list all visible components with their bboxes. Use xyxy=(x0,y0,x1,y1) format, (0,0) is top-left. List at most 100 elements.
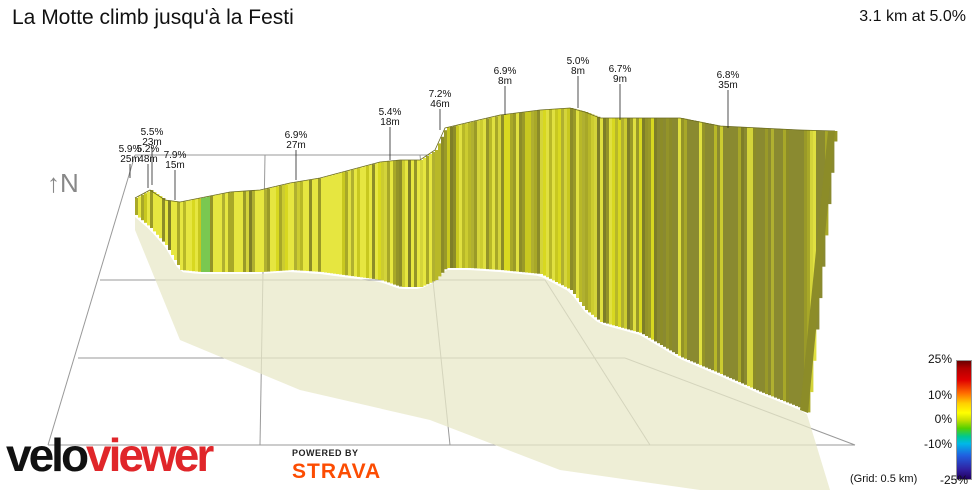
profile-strip xyxy=(441,136,445,273)
profile-strip xyxy=(405,160,409,287)
segment-length-label: 48m xyxy=(138,154,157,165)
profile-strip xyxy=(453,126,457,268)
profile-strip xyxy=(558,108,562,284)
profile-strip xyxy=(540,110,544,274)
profile-strip xyxy=(345,171,349,276)
profile-strip xyxy=(813,130,817,361)
profile-strip xyxy=(660,118,664,345)
profile-strip xyxy=(810,130,814,393)
profile-strip xyxy=(714,124,718,372)
profile-strip xyxy=(168,200,172,250)
profile-strip xyxy=(519,112,523,272)
profile-strip xyxy=(681,118,685,358)
profile-strip xyxy=(165,200,169,245)
profile-strip xyxy=(348,170,352,276)
profile-strip xyxy=(693,120,697,363)
profile-strip xyxy=(135,198,139,215)
profile-strip xyxy=(312,179,316,272)
profile-strip xyxy=(411,160,415,287)
profile-strip xyxy=(564,108,568,287)
segment-callout: 6.7%9m xyxy=(609,64,632,120)
profile-strip xyxy=(177,201,181,265)
profile-strip xyxy=(621,118,625,328)
profile-strip xyxy=(792,129,796,405)
profile-strip xyxy=(789,129,793,404)
profile-strip xyxy=(342,172,346,275)
profile-strip xyxy=(705,123,709,368)
segment-length-label: 8m xyxy=(498,76,512,87)
segment-gradient-label: 6.9% xyxy=(285,130,308,141)
profile-strip xyxy=(552,109,556,281)
profile-strip xyxy=(138,196,142,218)
profile-strip xyxy=(219,194,223,272)
gradient-color-scale xyxy=(956,360,972,480)
grid-scale-note: (Grid: 0.5 km) xyxy=(850,473,918,485)
profile-strip xyxy=(369,164,373,279)
profile-strip xyxy=(738,126,742,383)
profile-strip xyxy=(249,190,253,272)
profile-strip xyxy=(297,181,301,271)
strava-logo[interactable]: STRAVA xyxy=(292,460,382,483)
profile-strip xyxy=(549,109,553,279)
profile-strip xyxy=(408,160,412,287)
segment-callout: 5.0%8m xyxy=(567,56,590,108)
profile-strip xyxy=(576,109,580,298)
profile-strip xyxy=(456,125,460,269)
profile-strip xyxy=(366,165,370,279)
profile-strip xyxy=(174,201,178,260)
profile-strip xyxy=(657,118,661,344)
profile-strip xyxy=(561,108,565,286)
segment-callout: 7.2%46m xyxy=(429,89,452,130)
profile-strip xyxy=(270,187,274,272)
veloviewer-logo[interactable]: veloviewer xyxy=(6,432,214,478)
profile-strip xyxy=(462,123,466,269)
profile-strip xyxy=(267,188,271,272)
profile-strip xyxy=(486,118,490,270)
profile-strip xyxy=(678,118,682,356)
profile-strip xyxy=(447,127,451,268)
powered-by-label: POWERED BY xyxy=(292,448,359,458)
profile-strip xyxy=(702,122,706,367)
profile-strips xyxy=(134,107,838,490)
profile-strip xyxy=(774,128,778,398)
profile-strip xyxy=(273,187,277,272)
profile-strip xyxy=(333,174,337,274)
profile-strip xyxy=(528,111,532,273)
profile-strip xyxy=(675,118,679,354)
profile-strip xyxy=(303,180,307,271)
profile-strip xyxy=(372,164,376,279)
legend-label-25: 25% xyxy=(927,352,952,366)
profile-strip xyxy=(603,118,607,323)
profile-strip xyxy=(777,128,781,399)
profile-strip xyxy=(276,186,280,271)
profile-strip xyxy=(354,168,358,277)
profile-strip xyxy=(642,118,646,335)
profile-strip xyxy=(594,115,598,318)
profile-strip xyxy=(588,113,592,313)
profile-strip xyxy=(264,189,268,272)
profile-strip xyxy=(396,160,400,286)
profile-strip xyxy=(585,112,589,310)
profile-strip xyxy=(567,108,571,289)
profile-strip xyxy=(159,196,163,239)
profile-strip xyxy=(795,129,799,407)
profile-strip xyxy=(618,118,622,327)
segment-length-label: 9m xyxy=(613,74,627,85)
profile-strip xyxy=(711,124,715,371)
profile-strip xyxy=(816,130,820,330)
profile-strip xyxy=(213,195,217,272)
profile-strip xyxy=(633,118,637,332)
profile-strip xyxy=(699,121,703,366)
profile-strip xyxy=(363,166,367,278)
profile-strip xyxy=(606,118,610,324)
segment-callout: 5.5%23m xyxy=(141,127,164,185)
profile-strip xyxy=(258,190,262,272)
profile-strip xyxy=(756,127,760,391)
profile-strip xyxy=(261,189,265,272)
profile-strip xyxy=(492,116,496,270)
profile-strip xyxy=(750,127,754,388)
segment-gradient-label: 5.0% xyxy=(567,56,590,67)
profile-strip xyxy=(708,123,712,369)
segment-callout: 7.9%15m xyxy=(164,150,187,200)
profile-strip xyxy=(183,201,187,271)
